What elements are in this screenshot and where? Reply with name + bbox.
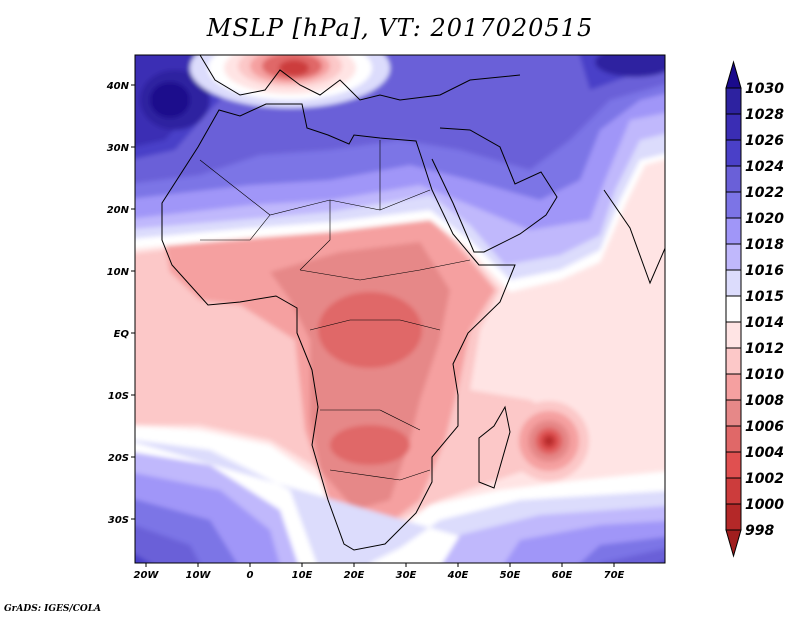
colorbar: 1030 1028 1026 1024 1022 1020 1018 1016 1015 1014… <box>725 60 784 558</box>
pressure-field <box>135 55 665 563</box>
colorbar-label: 1018 <box>745 237 784 253</box>
colorbar-swatch <box>725 191 742 219</box>
colorbar-label: 1006 <box>745 419 784 435</box>
lon-tick-label: 20E <box>344 570 365 581</box>
lon-tick-label: 10E <box>292 570 313 581</box>
colorbar-swatch <box>725 295 742 323</box>
europe-coastline <box>199 55 521 101</box>
colorbar-swatch <box>725 425 742 453</box>
colorbar-swatch <box>725 451 742 479</box>
lon-tick-label: 50E <box>500 570 521 581</box>
colorbar-swatch <box>725 373 742 401</box>
contour-1004 <box>318 292 422 368</box>
africa-coastline <box>161 103 516 551</box>
lat-tick-label: 30N <box>107 143 130 154</box>
lon-tick-label: 40E <box>447 570 469 581</box>
colorbar-label: 1014 <box>745 315 784 331</box>
coastlines <box>161 55 665 551</box>
colorbar-label: 1020 <box>745 211 784 227</box>
lat-tick-label: EQ <box>114 329 130 340</box>
colorbar-label: 1000 <box>745 497 784 513</box>
lat-tick-label: 30S <box>108 515 129 526</box>
grads-credit: GrADS: IGES/COLA <box>4 604 102 614</box>
colorbar-swatch <box>725 477 742 505</box>
lon-tick-label: 0 <box>247 570 254 581</box>
india-coastline <box>603 189 665 285</box>
lon-tick-label: 70E <box>604 570 625 581</box>
lat-tick-label: 20N <box>107 205 130 216</box>
map-title: MSLP [hPa], VT: 2017020515 <box>206 14 594 42</box>
colorbar-label: 1028 <box>745 107 784 123</box>
madagascar-coastline <box>478 405 511 489</box>
colorbar-swatch <box>725 87 742 115</box>
colorbar-label: 998 <box>745 523 774 539</box>
colorbar-label: 1024 <box>745 159 784 175</box>
lon-tick-label: 10W <box>186 570 212 581</box>
colorbar-label: 1008 <box>745 393 784 409</box>
lon-tick-label: 30E <box>396 570 417 581</box>
colorbar-label: 1016 <box>745 263 784 279</box>
colorbar-swatch <box>725 243 742 271</box>
colorbar-label: 1012 <box>745 341 784 357</box>
colorbar-label: 1022 <box>745 185 784 201</box>
colorbar-min-arrow <box>725 529 742 558</box>
colorbar-swatch <box>725 347 742 375</box>
longitude-axis: 20W 10W 0 10E 20E 30E 40E 50E 60E 70E <box>134 563 625 581</box>
colorbar-max-arrow <box>725 60 742 89</box>
colorbar-swatch <box>725 217 742 245</box>
lat-tick-label: 10S <box>108 391 129 402</box>
map-frame <box>134 54 666 564</box>
lat-tick-label: 40N <box>106 81 130 92</box>
colorbar-label: 1015 <box>745 289 784 305</box>
colorbar-label: 1026 <box>745 133 784 149</box>
colorbar-label: 1010 <box>745 367 784 383</box>
colorbar-swatch <box>725 113 742 141</box>
colorbar-swatch <box>725 269 742 297</box>
lon-tick-label: 60E <box>552 570 573 581</box>
country-borders <box>199 140 471 481</box>
colorbar-swatch <box>725 165 742 193</box>
colorbar-label: 1004 <box>745 445 784 461</box>
colorbar-swatch <box>725 399 742 427</box>
arabia-coastline <box>431 127 558 253</box>
lat-tick-label: 20S <box>108 453 129 464</box>
contour-1004 <box>330 425 410 465</box>
lon-tick-label: 20W <box>134 570 160 581</box>
latitude-axis: 40N 30N 20N 10N EQ 10S 20S 30S <box>106 81 135 526</box>
colorbar-swatch <box>725 503 742 531</box>
high-center <box>150 82 190 118</box>
colorbar-label: 1002 <box>745 471 784 487</box>
colorbar-swatch <box>725 139 742 167</box>
colorbar-swatch <box>725 321 742 349</box>
low-center <box>545 437 553 445</box>
colorbar-label: 1030 <box>745 81 784 97</box>
lat-tick-label: 10N <box>107 267 130 278</box>
